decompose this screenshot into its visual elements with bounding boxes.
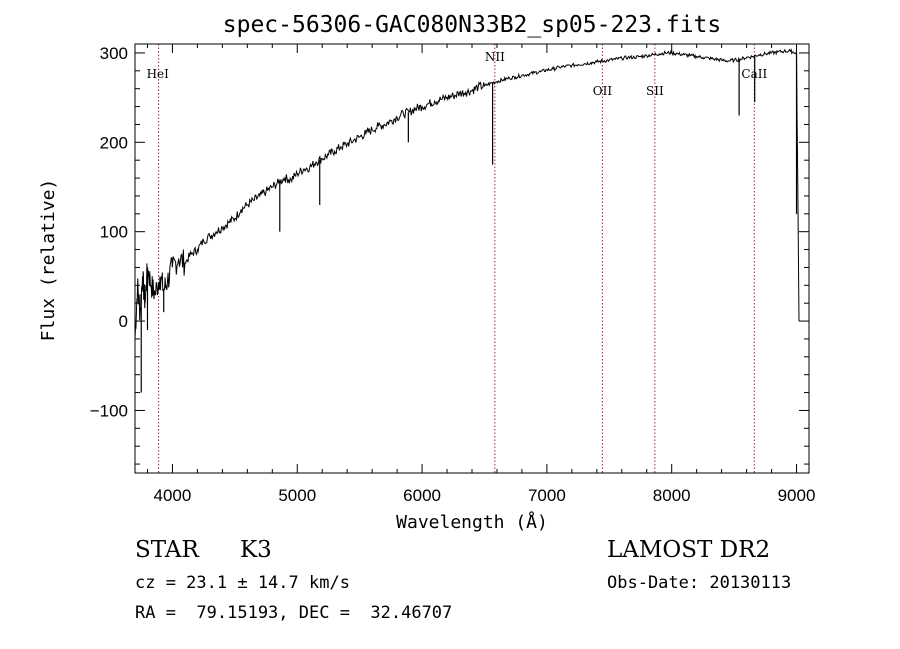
object-class: STAR (135, 537, 199, 563)
y-axis: −100 0 100 200 300 (90, 44, 809, 465)
redshift-info: cz = 23.1 ± 14.7 km/s (135, 573, 350, 593)
absorption-dips (140, 52, 798, 393)
subclass: K3 (240, 537, 272, 563)
line-label-hei: HeI (147, 67, 170, 81)
line-label-sii: SII (646, 84, 664, 98)
survey-name: LAMOST DR2 (607, 537, 771, 563)
x-tick-label: 4000 (154, 486, 192, 505)
chart-title: spec-56306-GAC080N33B2_sp05-223.fits (223, 12, 722, 38)
y-axis-label: Flux (relative) (38, 179, 59, 342)
x-tick-label: 6000 (403, 486, 441, 505)
spectral-line-markers: HeINIIOIISIICaII (147, 44, 767, 473)
x-tick-label: 7000 (528, 486, 566, 505)
x-tick-label: 8000 (653, 486, 691, 505)
obs-date: Obs-Date: 20130113 (607, 573, 792, 593)
x-axis: 4000 5000 6000 7000 8000 9000 (146, 44, 816, 505)
line-label-oii: OII (593, 84, 613, 98)
line-label-nii: NII (485, 50, 505, 64)
spectrum-line (134, 48, 800, 339)
y-tick-label: 300 (100, 44, 128, 63)
y-tick-label: −100 (90, 401, 128, 420)
y-tick-label: 200 (100, 133, 128, 152)
coordinates: RA = 79.15193, DEC = 32.46707 (135, 603, 453, 623)
x-tick-label: 9000 (778, 486, 816, 505)
x-tick-label: 5000 (278, 486, 316, 505)
plot-frame (134, 43, 810, 474)
y-tick-label: 100 (100, 223, 128, 242)
y-tick-label: 0 (119, 312, 128, 331)
x-axis-label: Wavelength (Å) (396, 511, 548, 533)
